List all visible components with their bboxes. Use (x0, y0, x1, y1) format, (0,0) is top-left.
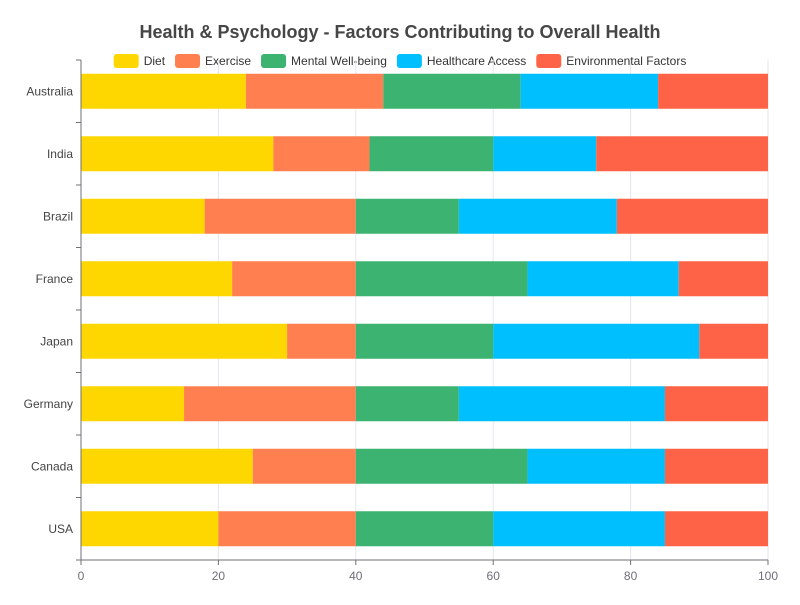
axes: Australia India Brazil France Japan Germany Ca… (24, 59, 778, 583)
legend-swatch-3 (396, 54, 422, 68)
bar-germany-exercise[interactable] (184, 386, 356, 422)
y-tick-label-3: France (36, 272, 74, 286)
legend-label-1: Exercise (205, 54, 251, 68)
grid-lines (217, 60, 769, 560)
bar-germany-environmental-factors[interactable] (664, 386, 768, 422)
bar-usa-diet[interactable] (81, 511, 219, 547)
bar-japan-healthcare-access[interactable] (493, 323, 700, 359)
bar-canada-exercise[interactable] (252, 448, 356, 484)
bar-usa-exercise[interactable] (218, 511, 356, 547)
bar-brazil-mental-well-being[interactable] (355, 198, 459, 234)
bar-germany-healthcare-access[interactable] (458, 386, 665, 422)
bar-india-environmental-factors[interactable] (596, 136, 768, 172)
chart-title: Health & Psychology - Factors Contributi… (139, 22, 660, 42)
bar-brazil-diet[interactable] (81, 198, 205, 234)
bar-australia-healthcare-access[interactable] (520, 73, 659, 109)
bar-france-diet[interactable] (81, 261, 233, 297)
legend-item-4[interactable]: Environmental Factors (536, 54, 686, 68)
y-tick-label-4: Japan (40, 334, 73, 348)
x-tick-label-5: 100 (758, 569, 778, 583)
bar-india-diet[interactable] (81, 136, 274, 172)
bar-india-exercise[interactable] (273, 136, 370, 172)
bar-usa-environmental-factors[interactable] (664, 511, 768, 547)
y-tick-label-7: USA (48, 522, 73, 536)
bar-france-healthcare-access[interactable] (527, 261, 679, 297)
legend-item-1[interactable]: Exercise (175, 54, 251, 68)
y-tick-label-6: Canada (31, 459, 73, 473)
legend: Diet Exercise Mental Well-being Healthcare … (113, 54, 686, 68)
legend-item-3[interactable]: Healthcare Access (396, 54, 526, 68)
y-tick-label-2: Brazil (43, 209, 73, 223)
bar-canada-diet[interactable] (81, 448, 253, 484)
bar-france-mental-well-being[interactable] (355, 261, 528, 297)
bar-japan-diet[interactable] (81, 323, 288, 359)
y-tick-label-0: Australia (26, 84, 73, 98)
bar-usa-healthcare-access[interactable] (493, 511, 665, 547)
bar-australia-exercise[interactable] (245, 73, 384, 109)
legend-item-0[interactable]: Diet (113, 54, 166, 68)
bar-france-environmental-factors[interactable] (678, 261, 768, 297)
bar-germany-diet[interactable] (81, 386, 185, 422)
bar-india-healthcare-access[interactable] (493, 136, 597, 172)
bar-brazil-exercise[interactable] (204, 198, 356, 234)
bar-australia-environmental-factors[interactable] (658, 73, 768, 109)
x-tick-label-1: 20 (212, 569, 226, 583)
y-tick-label-5: Germany (24, 397, 73, 411)
bar-india-mental-well-being[interactable] (369, 136, 494, 172)
legend-label-2: Mental Well-being (291, 54, 387, 68)
bar-canada-environmental-factors[interactable] (664, 448, 768, 484)
bar-australia-diet[interactable] (81, 73, 246, 109)
legend-swatch-2 (261, 54, 287, 68)
y-tick-label-1: India (47, 147, 73, 161)
x-tick-label-3: 60 (487, 569, 501, 583)
bar-japan-mental-well-being[interactable] (355, 323, 494, 359)
bar-australia-mental-well-being[interactable] (383, 73, 521, 109)
legend-swatch-1 (175, 54, 201, 68)
bar-canada-healthcare-access[interactable] (527, 448, 665, 484)
bar-japan-exercise[interactable] (287, 323, 356, 359)
bar-canada-mental-well-being[interactable] (355, 448, 528, 484)
x-tick-label-4: 80 (624, 569, 638, 583)
legend-item-2[interactable]: Mental Well-being (261, 54, 387, 68)
bar-brazil-environmental-factors[interactable] (616, 198, 768, 234)
legend-label-3: Healthcare Access (427, 54, 526, 68)
legend-label-0: Diet (144, 54, 166, 68)
bar-brazil-healthcare-access[interactable] (458, 198, 617, 234)
bars (81, 73, 768, 547)
x-tick-label-0: 0 (78, 569, 85, 583)
legend-swatch-4 (536, 54, 562, 68)
x-tick-label-2: 40 (349, 569, 363, 583)
legend-swatch-0 (113, 54, 139, 68)
bar-usa-mental-well-being[interactable] (355, 511, 494, 547)
bar-germany-mental-well-being[interactable] (355, 386, 459, 422)
bar-japan-environmental-factors[interactable] (699, 323, 768, 359)
bar-france-exercise[interactable] (232, 261, 356, 297)
legend-label-4: Environmental Factors (566, 54, 686, 68)
